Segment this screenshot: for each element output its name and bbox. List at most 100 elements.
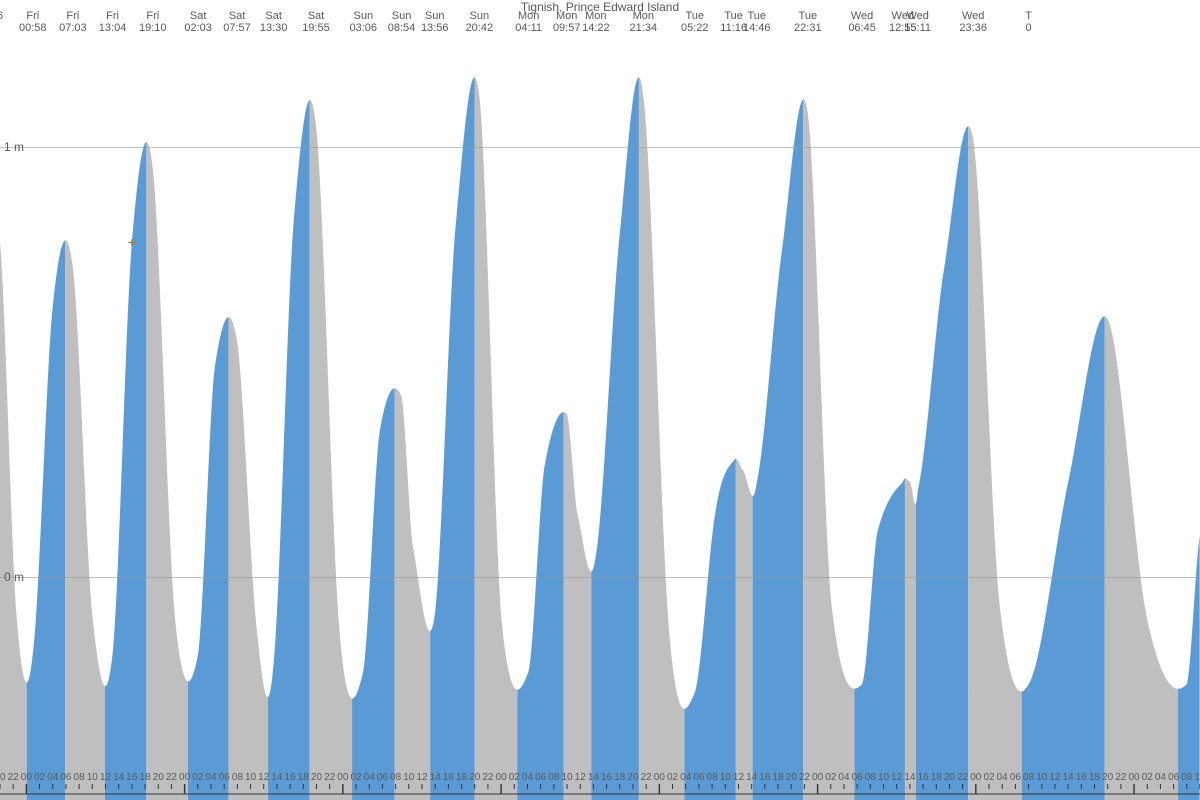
x-axis-tick-label: 12 bbox=[891, 772, 902, 783]
tide-time-label: Sun13:56 bbox=[421, 10, 449, 34]
x-axis-tick-label: 12 bbox=[100, 772, 111, 783]
tide-time-label: Sat02:03 bbox=[184, 10, 212, 34]
x-axis-tick-label: 06 bbox=[219, 772, 230, 783]
x-axis-tick-label: 02 bbox=[825, 772, 836, 783]
tide-time-label: 6 bbox=[0, 10, 3, 22]
x-axis-tick-label: 16 bbox=[759, 772, 770, 783]
tide-time-label: Wed06:45 bbox=[848, 10, 876, 34]
x-axis-tick-label: 04 bbox=[838, 772, 849, 783]
tide-time-label: Fri19:10 bbox=[139, 10, 167, 34]
x-axis-tick-label: 10 bbox=[1036, 772, 1047, 783]
tide-time-label: Fri07:03 bbox=[59, 10, 87, 34]
x-axis-tick-label: 12 bbox=[733, 772, 744, 783]
tide-chart: Tignish, Prince Edward Island 0 m1 m6Fri… bbox=[0, 0, 1200, 800]
x-axis-tick-label: 04 bbox=[364, 772, 375, 783]
gridline bbox=[0, 147, 1200, 148]
tide-time-label: Fri00:58 bbox=[19, 10, 47, 34]
x-axis-tick-label: 02 bbox=[192, 772, 203, 783]
x-axis-tick-label: 02 bbox=[983, 772, 994, 783]
x-axis-tick-label: 02 bbox=[509, 772, 520, 783]
x-axis-tick-label: 00 bbox=[970, 772, 981, 783]
x-axis-tick-label: 14 bbox=[1063, 772, 1074, 783]
x-axis-tick-label: 04 bbox=[680, 772, 691, 783]
x-axis-tick-label: 20 bbox=[153, 772, 164, 783]
y-axis-label: 0 m bbox=[4, 570, 24, 584]
x-axis-tick-label: 04 bbox=[1155, 772, 1166, 783]
x-axis-tick-label: 20 bbox=[1102, 772, 1113, 783]
x-axis-tick-label: 14 bbox=[430, 772, 441, 783]
x-axis-tick-label: 04 bbox=[47, 772, 58, 783]
x-axis-tick-label: 22 bbox=[482, 772, 493, 783]
tide-time-label: Mon21:34 bbox=[630, 10, 658, 34]
x-axis-tick-label: 22 bbox=[641, 772, 652, 783]
x-axis-tick-label: 22 bbox=[1115, 772, 1126, 783]
x-axis-tick-label: 18 bbox=[1089, 772, 1100, 783]
x-axis-tick-label: 02 bbox=[34, 772, 45, 783]
x-axis-tick-label: 18 bbox=[772, 772, 783, 783]
x-axis-tick-label: 18 bbox=[456, 772, 467, 783]
x-axis-tick-label: 10 bbox=[878, 772, 889, 783]
x-axis-tick-label: 10 bbox=[87, 772, 98, 783]
x-axis-tick-label: 08 bbox=[74, 772, 85, 783]
x-axis-tick-label: 12 bbox=[258, 772, 269, 783]
x-axis-tick-label: 22 bbox=[166, 772, 177, 783]
x-axis-tick-label: 20 bbox=[311, 772, 322, 783]
tide-time-label: Sun08:54 bbox=[388, 10, 416, 34]
x-axis-tick-label: 00 bbox=[1129, 772, 1140, 783]
x-axis-tick-label: 22 bbox=[799, 772, 810, 783]
x-axis-tick-label: 04 bbox=[522, 772, 533, 783]
tide-time-label: Sat19:55 bbox=[302, 10, 330, 34]
tide-time-label: Sat07:57 bbox=[223, 10, 251, 34]
x-axis-tick-label: 08 bbox=[1023, 772, 1034, 783]
current-time-marker: + bbox=[128, 234, 136, 250]
x-axis-tick-label: 16 bbox=[126, 772, 137, 783]
x-axis-tick-label: 18 bbox=[139, 772, 150, 783]
x-axis-tick-label: 02 bbox=[350, 772, 361, 783]
x-axis-tick-label: 06 bbox=[535, 772, 546, 783]
x-axis-tick-label: 00 bbox=[654, 772, 665, 783]
x-axis-tick-label: 20 bbox=[469, 772, 480, 783]
plot-area bbox=[0, 0, 1200, 800]
x-axis-tick-label: 12 bbox=[1049, 772, 1060, 783]
x-axis-tick-label: 08 bbox=[232, 772, 243, 783]
x-axis-tick-label: 18 bbox=[931, 772, 942, 783]
x-axis-tick-label: 10 bbox=[561, 772, 572, 783]
x-axis-tick-label: 14 bbox=[588, 772, 599, 783]
tide-time-label: Wed15:11 bbox=[904, 10, 931, 34]
x-axis-tick-label: 04 bbox=[205, 772, 216, 783]
gridline bbox=[0, 577, 1200, 578]
tide-time-label: Mon04:11 bbox=[515, 10, 542, 34]
x-axis-tick-label: 00 bbox=[337, 772, 348, 783]
x-axis-tick-label: 12 bbox=[416, 772, 427, 783]
x-axis-tick-label: 16 bbox=[601, 772, 612, 783]
x-axis-tick-label: 18 bbox=[614, 772, 625, 783]
x-axis-tick-label: 14 bbox=[746, 772, 757, 783]
x-axis-tick-label: 06 bbox=[1010, 772, 1021, 783]
tide-time-label: Sun03:06 bbox=[350, 10, 378, 34]
tide-time-label: Mon09:57 bbox=[553, 10, 581, 34]
tide-time-label: Wed23:36 bbox=[959, 10, 987, 34]
x-axis-tick-label: 00 bbox=[21, 772, 32, 783]
tide-time-label: Fri13:04 bbox=[99, 10, 127, 34]
tide-time-label: Tue22:31 bbox=[794, 10, 822, 34]
x-axis-tick-label: 08 bbox=[707, 772, 718, 783]
x-axis-tick-label: 22 bbox=[8, 772, 19, 783]
x-axis-tick-label: 08 bbox=[865, 772, 876, 783]
x-axis-tick-label: 10 bbox=[245, 772, 256, 783]
x-axis-tick-label: 10 bbox=[720, 772, 731, 783]
tide-time-label: Sat13:30 bbox=[260, 10, 288, 34]
x-axis-tick-label: 10 bbox=[1194, 772, 1200, 783]
x-axis-tick-label: 02 bbox=[667, 772, 678, 783]
x-axis-tick-label: 04 bbox=[997, 772, 1008, 783]
x-axis-tick-label: 14 bbox=[271, 772, 282, 783]
x-axis-tick-label: 16 bbox=[443, 772, 454, 783]
tide-time-label: Tue05:22 bbox=[681, 10, 709, 34]
x-axis-tick-label: 12 bbox=[575, 772, 586, 783]
x-axis-tick-label: 06 bbox=[377, 772, 388, 783]
x-axis-tick-label: 00 bbox=[496, 772, 507, 783]
x-axis-tick-label: 06 bbox=[1168, 772, 1179, 783]
tide-time-label: Sun20:42 bbox=[466, 10, 494, 34]
x-axis-tick-label: 00 bbox=[812, 772, 823, 783]
x-axis-tick-label: 20 bbox=[0, 772, 6, 783]
x-axis-tick-label: 18 bbox=[298, 772, 309, 783]
